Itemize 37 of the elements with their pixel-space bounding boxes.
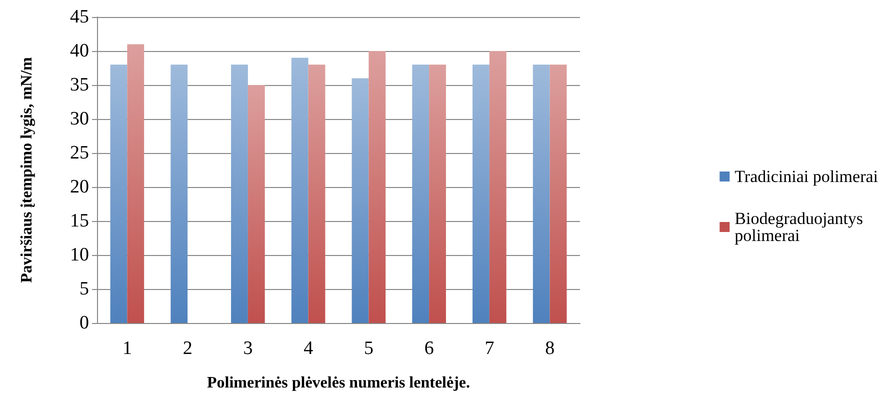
y-tick-label: 45 bbox=[70, 6, 89, 28]
y-tick-label: 25 bbox=[70, 142, 89, 164]
bar bbox=[110, 64, 128, 323]
x-tick-label: 2 bbox=[182, 338, 192, 359]
y-tick-label: 40 bbox=[70, 40, 89, 62]
bar bbox=[308, 64, 326, 323]
bar bbox=[489, 51, 506, 323]
bar bbox=[352, 78, 369, 323]
legend-label: Tradiciniai polimerai bbox=[734, 167, 878, 186]
y-tick-label: 5 bbox=[80, 278, 89, 300]
bar bbox=[231, 64, 248, 323]
bar bbox=[550, 64, 567, 323]
x-tick-label: 8 bbox=[545, 338, 555, 359]
x-tick-label: 5 bbox=[364, 338, 374, 359]
y-tick-label: 10 bbox=[70, 244, 89, 266]
bar bbox=[472, 64, 490, 323]
bar bbox=[127, 44, 144, 323]
x-tick-label: 3 bbox=[243, 338, 253, 359]
bar bbox=[368, 51, 386, 323]
bar bbox=[170, 64, 188, 323]
bar bbox=[429, 64, 446, 323]
x-tick-label: 6 bbox=[424, 338, 434, 359]
y-axis-title: Paviršiaus įtempimo lygis, mN/m bbox=[18, 56, 36, 283]
bar bbox=[532, 64, 550, 323]
bar bbox=[291, 58, 308, 323]
y-tick-label: 20 bbox=[70, 176, 89, 198]
bar bbox=[248, 85, 265, 323]
bar bbox=[412, 64, 430, 323]
y-tick-label: 15 bbox=[70, 210, 89, 232]
x-tick-label: 7 bbox=[484, 338, 494, 359]
y-tick-label: 0 bbox=[80, 312, 89, 334]
y-tick-label: 30 bbox=[70, 108, 89, 130]
x-tick-label: 1 bbox=[122, 338, 132, 359]
x-axis-title: Polimerinės plėvelės numeris lentelėje. bbox=[206, 374, 470, 392]
legend-label: Biodegraduojantys polimerai bbox=[734, 209, 868, 245]
x-tick-label: 4 bbox=[304, 338, 314, 359]
y-tick-label: 35 bbox=[70, 74, 89, 96]
